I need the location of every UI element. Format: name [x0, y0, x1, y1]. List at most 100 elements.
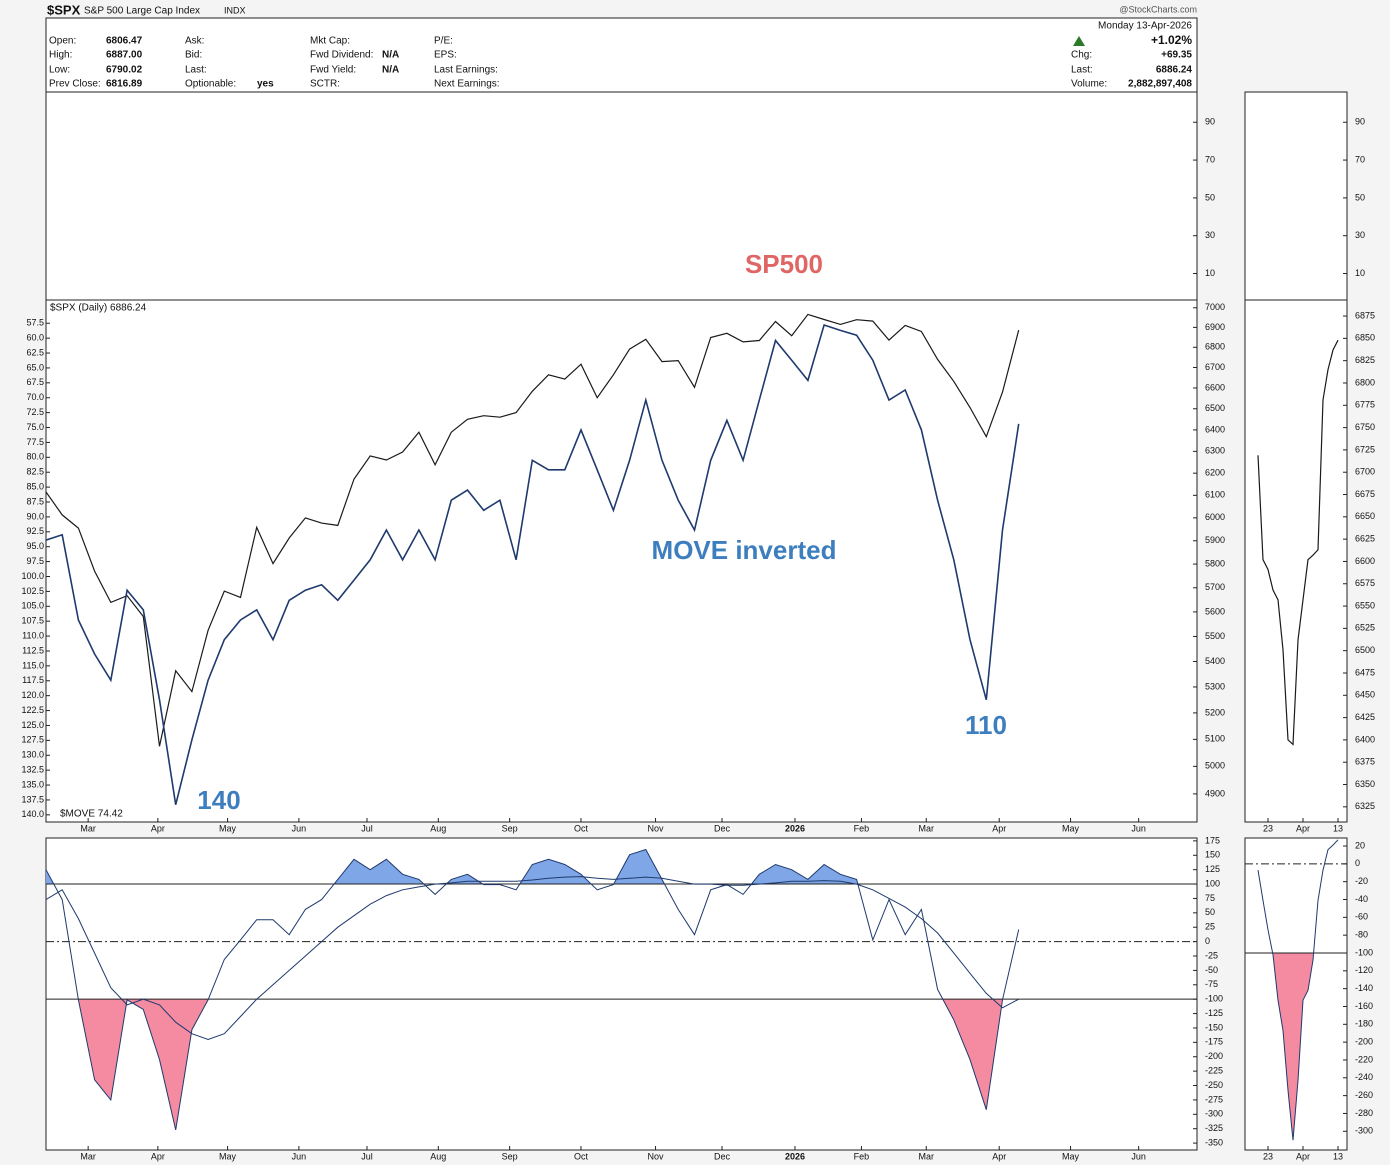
- y-tick-label: -100: [1355, 947, 1373, 957]
- y-tick-label: -250: [1205, 1080, 1223, 1090]
- y-tick-label: 6700: [1355, 467, 1375, 477]
- y-tick-label: 117.5: [22, 675, 44, 685]
- quote-label: Last Earnings:: [434, 65, 498, 76]
- x-tick-label: May: [219, 823, 237, 833]
- quote-value: 6816.89: [106, 79, 143, 90]
- y-tick-label: 132.5: [21, 765, 44, 775]
- y-tick-label: 100: [1205, 878, 1220, 888]
- symbol-name: S&P 500 Large Cap Index: [84, 6, 200, 17]
- x-tick-label: Apr: [992, 1151, 1006, 1161]
- y-tick-label: 10: [1355, 268, 1365, 278]
- quote-label: Prev Close:: [49, 79, 101, 90]
- y-tick-label: 6675: [1355, 489, 1375, 499]
- y-tick-label: 60.0: [26, 333, 44, 343]
- y-tick-label: 30: [1355, 230, 1365, 240]
- y-tick-label: 6575: [1355, 578, 1375, 588]
- quote-label: P/E:: [434, 36, 453, 47]
- y-tick-label: 10: [1205, 268, 1215, 278]
- y-tick-label: 6775: [1355, 400, 1375, 410]
- x-tick-label: Mar: [80, 823, 96, 833]
- x-tick-label: 13: [1333, 823, 1343, 833]
- y-tick-label: -120: [1355, 965, 1373, 975]
- y-tick-label: 90.0: [26, 511, 44, 521]
- x-tick-label: Oct: [574, 823, 589, 833]
- y-tick-label: 6800: [1205, 342, 1225, 352]
- y-tick-label: -275: [1205, 1094, 1223, 1104]
- y-tick-label: 127.5: [21, 735, 44, 745]
- y-tick-label: -150: [1205, 1022, 1223, 1032]
- y-tick-label: 5500: [1205, 631, 1225, 641]
- y-tick-label: 107.5: [21, 616, 44, 626]
- x-tick-label: Apr: [1296, 823, 1310, 833]
- quote-label: Low:: [49, 65, 70, 76]
- y-tick-label: -200: [1355, 1037, 1373, 1047]
- x-tick-label: Aug: [430, 1151, 446, 1161]
- y-tick-label: 6200: [1205, 468, 1225, 478]
- quote-date: Monday 13-Apr-2026: [1098, 21, 1192, 32]
- y-tick-label: 5400: [1205, 656, 1225, 666]
- x-tick-label: May: [219, 1151, 237, 1161]
- y-tick-label: -350: [1205, 1137, 1223, 1147]
- y-tick-label: 125.0: [21, 720, 44, 730]
- x-tick-label: Mar: [919, 823, 935, 833]
- y-tick-label: -225: [1205, 1066, 1223, 1076]
- x-tick-label: Apr: [1296, 1151, 1310, 1161]
- x-tick-label: Apr: [151, 823, 165, 833]
- y-tick-label: 175: [1205, 835, 1220, 845]
- top-panel: [45, 91, 1198, 301]
- y-tick-label: 6875: [1355, 310, 1375, 320]
- y-tick-label: -100: [1205, 994, 1223, 1004]
- x-tick-label: 23: [1263, 823, 1273, 833]
- y-tick-label: 6325: [1355, 801, 1375, 811]
- x-tick-label: Jul: [361, 823, 373, 833]
- y-tick-label: 80.0: [26, 452, 44, 462]
- x-tick-label: Mar: [919, 1151, 935, 1161]
- y-tick-label: 67.5: [26, 377, 44, 387]
- mini-top-panel: [1244, 91, 1348, 301]
- x-tick-label: Apr: [992, 823, 1006, 833]
- y-tick-label: 122.5: [21, 705, 44, 715]
- price-line: [46, 313, 1020, 747]
- y-tick-label: 75.0: [26, 422, 44, 432]
- y-tick-label: 57.5: [26, 318, 44, 328]
- y-tick-label: 5300: [1205, 681, 1225, 691]
- quote-label: Next Earnings:: [434, 79, 500, 90]
- quote-value: yes: [257, 79, 274, 90]
- indicator-line: [46, 848, 1020, 1131]
- y-tick-label: 70.0: [26, 392, 44, 402]
- indicator-panel: [45, 837, 1198, 1151]
- y-tick-label: 150: [1205, 850, 1220, 860]
- y-tick-label: 6400: [1205, 424, 1225, 434]
- x-tick-label: Jul: [361, 1151, 373, 1161]
- quote-value: 2,882,897,408: [1128, 79, 1192, 90]
- indicator-line: [1257, 839, 1339, 1141]
- y-tick-label: 5700: [1205, 582, 1225, 592]
- up-arrow: [1073, 36, 1085, 46]
- quote-label: EPS:: [434, 50, 457, 61]
- x-tick-label: 2026: [785, 823, 805, 833]
- y-tick-label: 135.0: [21, 779, 44, 789]
- y-tick-label: 50: [1205, 192, 1215, 202]
- y-tick-label: 102.5: [21, 586, 44, 596]
- x-tick-label: Feb: [854, 1151, 870, 1161]
- x-tick-label: May: [1062, 1151, 1080, 1161]
- y-tick-label: 6500: [1205, 403, 1225, 413]
- y-tick-label: 6475: [1355, 667, 1375, 677]
- y-tick-label: -25: [1205, 950, 1218, 960]
- y-tick-label: -160: [1355, 1001, 1373, 1011]
- watermark: @StockCharts.com: [1119, 4, 1197, 14]
- y-tick-label: 5600: [1205, 606, 1225, 616]
- y-tick-label: 90: [1205, 117, 1215, 127]
- y-tick-label: 6600: [1205, 382, 1225, 392]
- y-tick-label: 90: [1355, 117, 1365, 127]
- y-tick-label: 77.5: [26, 437, 44, 447]
- y-tick-label: -180: [1355, 1019, 1373, 1029]
- y-tick-label: 5200: [1205, 707, 1225, 717]
- area-above: [46, 849, 858, 885]
- y-tick-label: 97.5: [26, 556, 44, 566]
- y-tick-label: 87.5: [26, 496, 44, 506]
- x-tick-label: Jun: [292, 823, 307, 833]
- y-tick-label: -60: [1355, 912, 1368, 922]
- y-tick-label: 6300: [1205, 446, 1225, 456]
